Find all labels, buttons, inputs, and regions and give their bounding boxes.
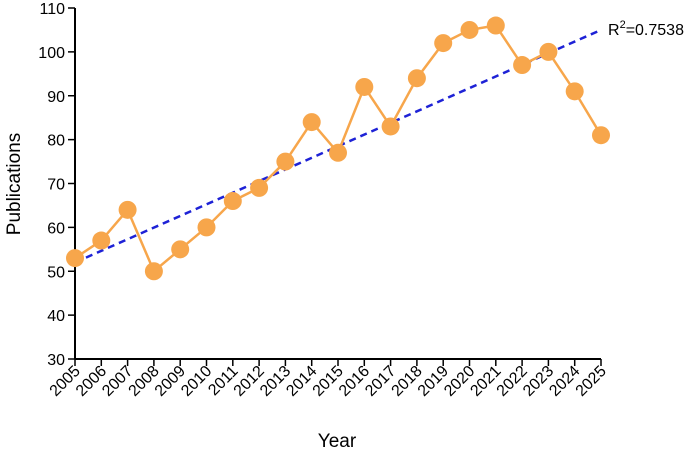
data-point bbox=[381, 117, 400, 136]
y-tick-label: 100 bbox=[38, 45, 65, 62]
y-tick-label: 50 bbox=[47, 264, 65, 281]
data-point bbox=[223, 192, 242, 211]
data-point bbox=[66, 249, 84, 268]
y-tick-label: 80 bbox=[47, 133, 65, 150]
data-point bbox=[144, 262, 163, 281]
data-point bbox=[486, 16, 505, 35]
r-squared-superscript: 2 bbox=[620, 19, 626, 31]
data-point bbox=[539, 42, 558, 61]
r-squared-label: R2=0.7538 bbox=[608, 19, 684, 39]
y-axis: 30 40 50 60 70 80 90 100 110 bbox=[38, 1, 76, 369]
data-point bbox=[197, 218, 216, 237]
x-axis-title: Year bbox=[318, 431, 357, 450]
data-point bbox=[302, 113, 321, 132]
data-point bbox=[250, 178, 269, 197]
x-axis: 2005200620072008200920102011201220132014… bbox=[47, 358, 610, 400]
x-tick-label: 2025 bbox=[573, 363, 610, 400]
data-point bbox=[513, 56, 532, 75]
y-tick-label: 60 bbox=[47, 220, 65, 237]
data-point bbox=[565, 82, 584, 101]
data-point bbox=[460, 20, 479, 39]
data-point bbox=[92, 231, 111, 250]
data-point bbox=[171, 240, 190, 259]
y-tick-label: 70 bbox=[47, 177, 65, 194]
y-tick-label: 40 bbox=[47, 308, 65, 325]
r-squared-prefix: R bbox=[608, 22, 620, 39]
data-point bbox=[276, 152, 295, 171]
r-squared-value: =0.7538 bbox=[626, 22, 684, 39]
y-tick-label: 90 bbox=[47, 89, 65, 106]
data-point bbox=[355, 77, 374, 96]
data-point bbox=[329, 143, 347, 162]
series-publications bbox=[66, 16, 610, 281]
data-point bbox=[407, 69, 426, 88]
y-tick-label: 30 bbox=[47, 352, 65, 369]
data-point bbox=[434, 34, 453, 53]
y-tick-label: 110 bbox=[39, 1, 65, 18]
data-point bbox=[592, 126, 610, 145]
data-point bbox=[118, 200, 137, 219]
y-axis-title: Publications bbox=[4, 133, 25, 235]
